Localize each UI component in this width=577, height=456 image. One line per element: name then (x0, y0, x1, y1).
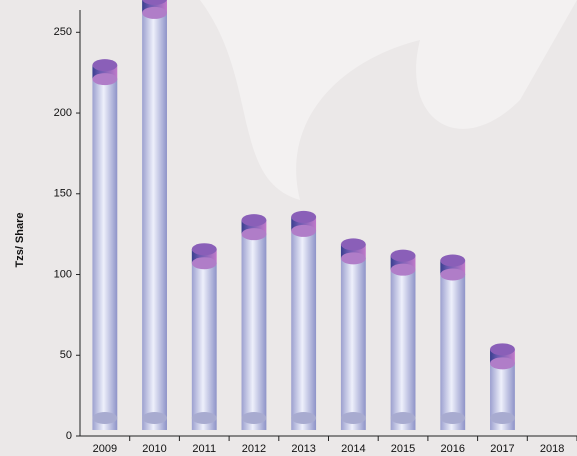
bar-cap-bottom (490, 357, 515, 370)
y-tick-label: 0 (66, 430, 72, 442)
bar-cap-top (191, 243, 217, 256)
bar-base (340, 412, 366, 424)
bar-base (490, 412, 515, 424)
bar-base (142, 412, 167, 424)
y-axis-label: Tzs/ Share (14, 212, 26, 267)
y-tick-label: 200 (54, 107, 72, 119)
bar (440, 274, 466, 430)
x-tick-label: 2018 (540, 443, 564, 455)
x-tick-label: 2017 (490, 443, 514, 455)
bar-cap-top (291, 210, 317, 223)
bar (92, 79, 118, 431)
bar-cap-top (241, 214, 267, 227)
bar (241, 234, 267, 430)
bar-base (241, 412, 267, 424)
x-tick-label: 2012 (242, 443, 266, 455)
bar-cap-top (390, 249, 416, 262)
x-tick-label: 2016 (441, 443, 465, 455)
bar (142, 12, 167, 430)
bar-cap-bottom (142, 6, 167, 19)
x-tick-label: 2015 (391, 443, 415, 455)
background-art (200, 0, 577, 200)
bar-cap-bottom (291, 224, 317, 237)
bar-base (291, 412, 317, 424)
bar-cap-bottom (440, 268, 466, 281)
x-tick-label: 2014 (341, 443, 365, 455)
bar-cap-bottom (241, 228, 267, 241)
x-tick-label: 2009 (93, 443, 117, 455)
bar-base (390, 412, 416, 424)
bar-cap-top (142, 0, 167, 5)
bar (291, 230, 317, 430)
x-tick-label: 2013 (291, 443, 315, 455)
bar-cap-bottom (340, 252, 366, 265)
y-tick-label: 250 (54, 26, 72, 38)
y-tick-label: 100 (54, 268, 72, 280)
bar (390, 269, 416, 430)
bar-cap-top (440, 254, 466, 267)
bar-base (92, 412, 118, 424)
bar-cap-top (490, 343, 515, 356)
bar (340, 258, 366, 430)
bar-cap-top (92, 59, 118, 72)
bar-cap-bottom (92, 73, 118, 86)
bar-cap-bottom (191, 257, 217, 270)
x-tick-label: 2011 (192, 443, 216, 455)
y-tick-label: 50 (60, 349, 72, 361)
bar-base (191, 412, 217, 424)
y-tick-label: 150 (54, 188, 72, 200)
bar (191, 263, 217, 430)
x-tick-label: 2010 (142, 443, 166, 455)
bar-base (440, 412, 466, 424)
bar-cap-bottom (390, 263, 416, 276)
bar-cap-top (340, 238, 366, 251)
